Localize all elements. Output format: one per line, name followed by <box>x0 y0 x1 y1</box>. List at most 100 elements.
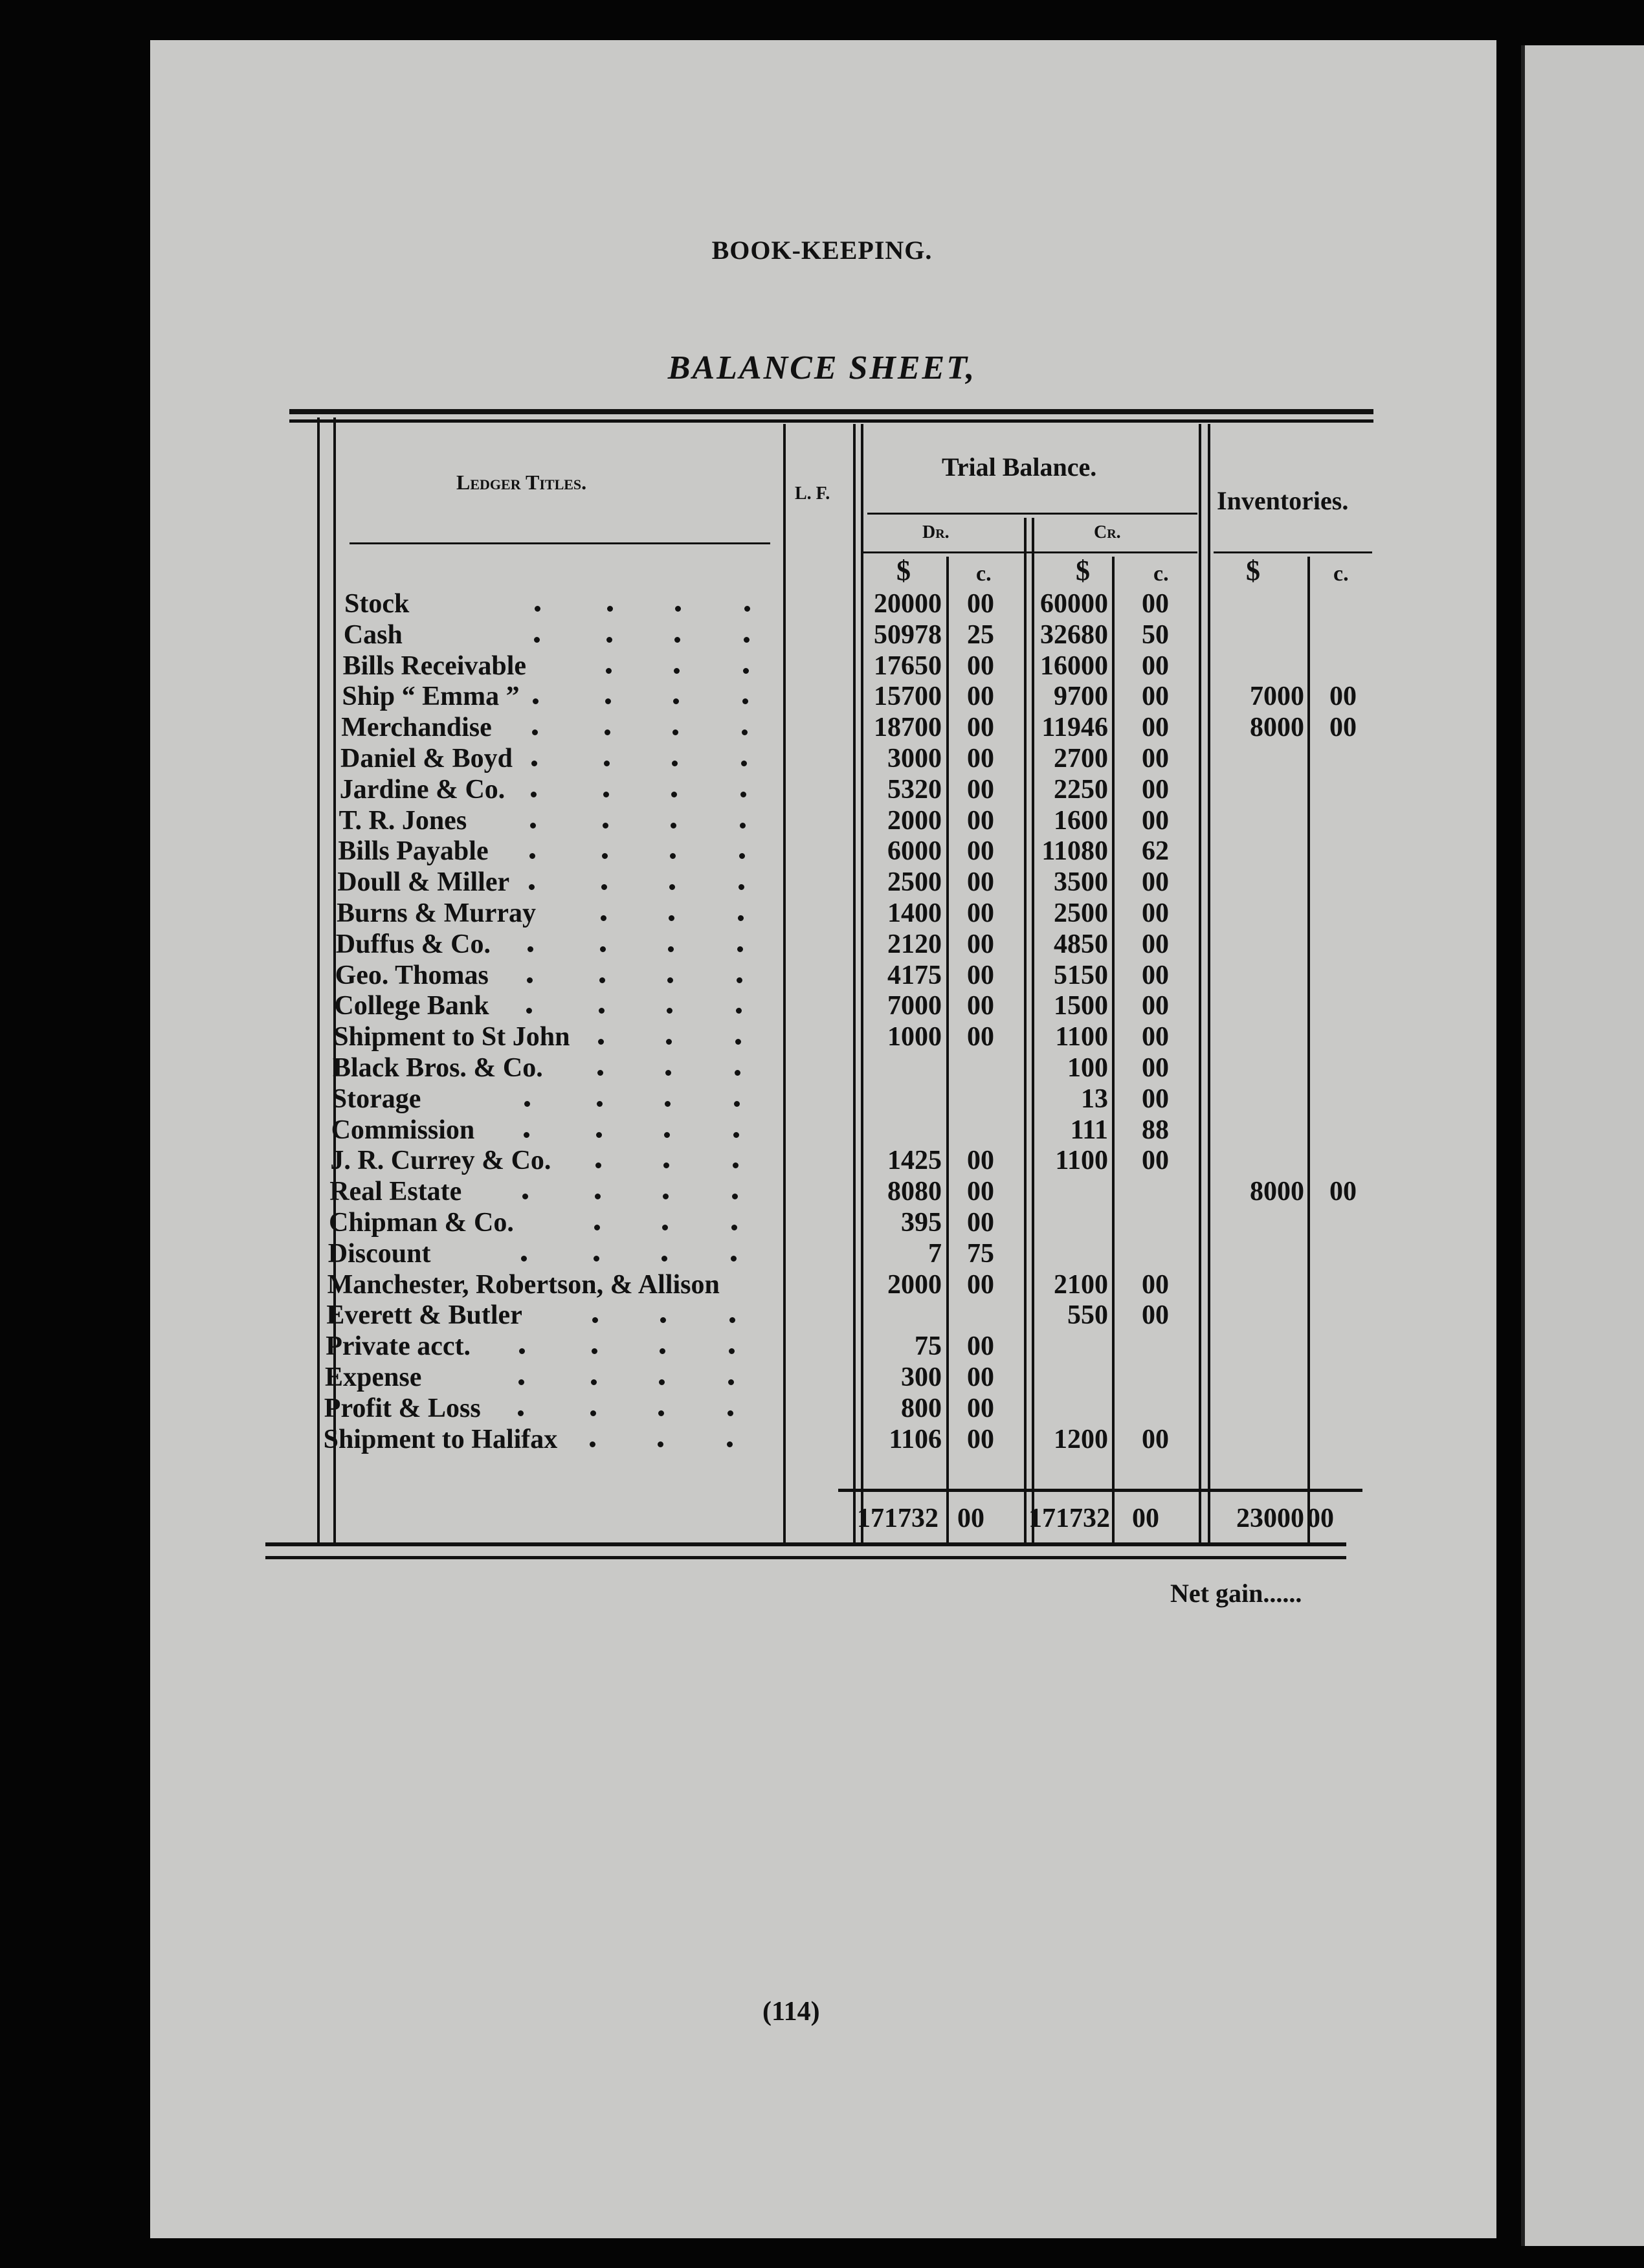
net-gain-label: Net gain...... <box>1170 1579 1302 1608</box>
cr-cents: 00 <box>1142 1022 1169 1052</box>
dr-cents: 00 <box>967 1146 994 1176</box>
cr-cents: 00 <box>1142 1424 1169 1454</box>
leader-dot <box>603 791 609 797</box>
ledger-row: Jardine & Co. 5320 00 2250 00 <box>0 776 1644 805</box>
ledger-row: College Bank 7000 00 1500 00 <box>0 992 1644 1021</box>
leader-dot <box>534 636 540 643</box>
ledger-title: Bills Payable <box>338 836 489 867</box>
leader-dot <box>533 698 539 705</box>
leader-dot <box>732 1194 738 1200</box>
cr-column-line <box>1024 518 1027 1544</box>
ledger-title: Cash <box>343 619 403 650</box>
ledger-title: Commission <box>331 1115 475 1145</box>
leader-dot <box>731 1225 737 1230</box>
dr-cents: 00 <box>967 991 994 1021</box>
leader-dot <box>734 1100 740 1107</box>
leader-dot <box>741 761 747 766</box>
total-dr-cents: 00 <box>957 1504 984 1533</box>
dr-cents: 00 <box>967 929 994 959</box>
ledger-row: Private acct. 75 00 <box>0 1333 1644 1361</box>
dr-dollars: 800 <box>901 1393 942 1423</box>
leader-dot <box>606 667 612 674</box>
leader-dot <box>597 1070 603 1076</box>
dr-cents: 00 <box>967 650 994 681</box>
leader-dot <box>735 1070 740 1076</box>
ledger-row: Shipment to Halifax 1106 00 1200 00 <box>0 1426 1644 1454</box>
cr-cents: 00 <box>1142 589 1169 619</box>
leader-dot <box>535 606 540 612</box>
ledger-row: Manchester, Robertson, & Allison 2000 00 21… <box>0 1271 1644 1300</box>
dr-cents: 00 <box>967 836 994 867</box>
cr-dollars: 11080 <box>1041 836 1108 867</box>
leader-dot <box>736 1008 742 1014</box>
leader-dot <box>667 1008 672 1014</box>
leader-dot <box>672 761 678 766</box>
dr-dollars: 3000 <box>887 744 942 773</box>
ledger-row: Shipment to St John 1000 00 1100 00 <box>0 1023 1644 1052</box>
leader-dot <box>518 1379 524 1385</box>
dr-dollars: 75 <box>915 1331 942 1362</box>
inv-cents-line <box>1307 557 1310 1544</box>
dr-cents: 00 <box>967 1331 994 1362</box>
ledger-row: Storage 13 00 <box>0 1085 1644 1114</box>
leader-dot <box>524 1131 529 1138</box>
leader-dot <box>529 884 535 891</box>
left-border-2 <box>333 417 336 1544</box>
leader-dot <box>733 1162 739 1169</box>
dr-cents: 00 <box>967 1424 994 1454</box>
leader-dot <box>522 1194 528 1200</box>
cr-cents: 00 <box>1142 774 1169 805</box>
cr-dollars: 111 <box>1070 1115 1108 1145</box>
leader-dot <box>531 761 537 766</box>
leader-dot <box>607 606 613 612</box>
leader-dot <box>664 1131 670 1138</box>
ledger-title: Black Bros. & Co. <box>333 1053 543 1083</box>
cr-cents: 00 <box>1142 867 1169 898</box>
inv-dollar-header: $ <box>1246 555 1260 586</box>
drcr-rule <box>861 551 1197 553</box>
cr-cents: 00 <box>1142 744 1169 773</box>
leader-dot <box>603 822 608 828</box>
dr-header: Dr. <box>922 522 950 542</box>
ledger-title: Shipment to St John <box>333 1022 570 1052</box>
ledger-title: College Bank <box>334 991 489 1021</box>
leader-dot <box>740 791 746 797</box>
leader-dot <box>658 1410 664 1416</box>
cr-dollars: 13 <box>1081 1084 1108 1114</box>
dr-cents: 00 <box>967 1177 994 1207</box>
dr-dollars: 1000 <box>887 1022 942 1052</box>
leader-dot <box>660 1317 666 1324</box>
leader-dot <box>744 606 750 612</box>
trial-balance-rule <box>867 513 1197 515</box>
ledger-row: Everett & Butler 550 00 <box>0 1302 1644 1330</box>
ledger-row: J. R. Currey & Co. 1425 00 1100 00 <box>0 1147 1644 1175</box>
leader-dot <box>671 822 676 828</box>
cr-dollars: 1100 <box>1055 1146 1108 1176</box>
ledger-row: Merchandise 18700 00 11946 00 8000 00 <box>0 714 1644 742</box>
total-cr-cents: 00 <box>1132 1504 1159 1533</box>
cr-cents-header: c. <box>1153 562 1169 586</box>
cr-dollars: 32680 <box>1040 619 1108 650</box>
leader-dot <box>670 853 676 860</box>
leader-dot <box>599 977 605 983</box>
cr-dollar-header: $ <box>1076 555 1090 586</box>
cr-cents: 00 <box>1142 650 1169 681</box>
leader-dot <box>738 915 744 921</box>
dr-dollars: 6000 <box>887 836 942 867</box>
dr-cents: 00 <box>967 1208 994 1238</box>
leader-dot <box>744 636 750 643</box>
cr-dollars: 2250 <box>1054 774 1108 805</box>
ledger-row: T. R. Jones 2000 00 1600 00 <box>0 807 1644 836</box>
bottom-rule <box>265 1542 1346 1546</box>
leader-dot <box>668 946 674 952</box>
leader-dot <box>532 729 538 736</box>
dr-cents: 00 <box>967 589 994 619</box>
leader-dot <box>743 667 749 674</box>
ledger-title: Stock <box>344 589 410 619</box>
leader-dot <box>527 977 533 983</box>
total-inv-cents: 00 <box>1307 1504 1334 1533</box>
ledger-row: Black Bros. & Co. 100 00 <box>0 1054 1644 1083</box>
page-number: (114) <box>762 1997 820 2027</box>
ledger-title: Real Estate <box>329 1177 462 1207</box>
cr-dollars: 1600 <box>1054 805 1108 836</box>
